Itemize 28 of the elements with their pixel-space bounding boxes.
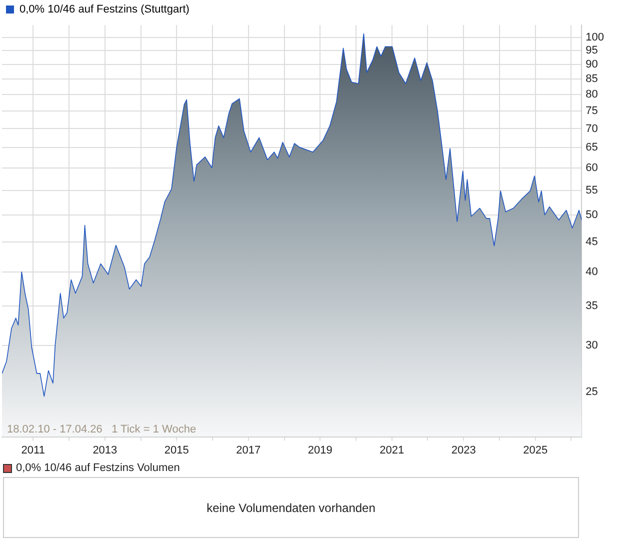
text: 0,0% 10/46 auf Festzins Volumen bbox=[16, 462, 180, 474]
y-tick-label: 60 bbox=[586, 162, 598, 174]
x-tick-label: 2025 bbox=[523, 444, 548, 456]
y-tick-label: 35 bbox=[586, 300, 598, 312]
annotation: 18.02.10 - 17.04.26 1 Tick = 1 Woche bbox=[7, 423, 196, 436]
x-tick-label: 2023 bbox=[451, 444, 476, 456]
y-tick-label: 40 bbox=[586, 266, 598, 278]
x-tick-label: 2021 bbox=[380, 444, 404, 456]
y-tick-label: 30 bbox=[586, 340, 598, 352]
y-tick-label: 45 bbox=[586, 236, 598, 248]
y-tick-label: 75 bbox=[586, 105, 598, 118]
y-tick-label: 90 bbox=[586, 58, 598, 70]
y-tick-label: 25 bbox=[586, 386, 598, 398]
y-tick-label: 70 bbox=[586, 122, 598, 135]
legend-label: 0,0% 10/46 auf Festzins (Stuttgart) bbox=[20, 4, 190, 16]
y-tick-label: 65 bbox=[586, 142, 598, 154]
y-tick-label: 80 bbox=[586, 88, 598, 101]
text: keine Volumendaten vorhanden bbox=[3, 477, 579, 538]
x-tick-label: 2013 bbox=[92, 444, 118, 456]
y-tick-label: 55 bbox=[586, 184, 598, 196]
x-tick-label: 2017 bbox=[236, 444, 261, 456]
y-tick-label: 85 bbox=[586, 73, 598, 86]
x-tick-label: 2019 bbox=[308, 444, 332, 456]
x-tick-label: 2011 bbox=[21, 444, 45, 456]
y-tick-label: 100 bbox=[586, 32, 604, 44]
y-tick-label: 50 bbox=[586, 208, 598, 221]
x-tick-label: 2015 bbox=[164, 444, 189, 456]
y-tick-label: 95 bbox=[586, 44, 598, 57]
